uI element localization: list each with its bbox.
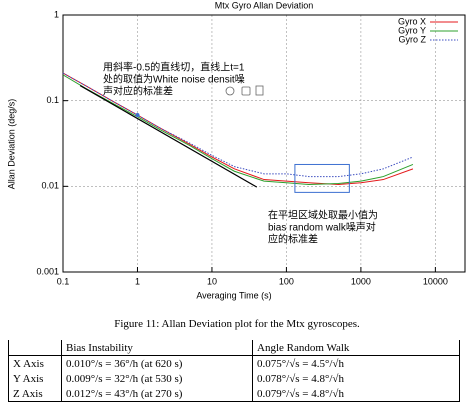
cell: Y Axis bbox=[8, 371, 62, 386]
annotation: 处的取值为White noise densit噪 bbox=[103, 73, 245, 86]
chart: Mtx Gyro Allan Deviation Averaging Time … bbox=[6, 0, 466, 300]
annotation: 用斜率-0.5的直线切，直线上t=1 bbox=[103, 61, 245, 74]
legend-label: Gyro Y bbox=[398, 25, 426, 35]
y-tick-label: 0.001 bbox=[36, 266, 59, 276]
plot-frame bbox=[62, 14, 466, 273]
legend-label: Gyro X bbox=[398, 16, 426, 26]
results-table: Bias Instability Angle Random Walk X Axi… bbox=[8, 340, 460, 402]
y-axis-label: Allan Deviation (deg/s) bbox=[6, 99, 16, 190]
y-tick-label: 1 bbox=[54, 9, 59, 19]
legend-label: Gyro Z bbox=[398, 34, 426, 44]
highlight-box bbox=[294, 163, 350, 193]
table-header: Bias Instability Angle Random Walk bbox=[8, 340, 460, 356]
figure-caption: Figure 11: Allan Deviation plot for the … bbox=[114, 318, 360, 330]
x-tick-label: 0.1 bbox=[57, 276, 70, 286]
annotation: 应的标准差 bbox=[268, 233, 318, 246]
cell: 0.075°/√s = 4.5°/√h bbox=[252, 355, 460, 371]
chart-title: Mtx Gyro Allan Deviation bbox=[215, 0, 314, 10]
x-tick-label: 10000 bbox=[423, 276, 448, 286]
annotation: bias random walk噪声对 bbox=[268, 221, 376, 234]
y-tick-label: 0.1 bbox=[46, 95, 59, 105]
x-tick-label: 1000 bbox=[351, 276, 371, 286]
series-line bbox=[62, 72, 414, 186]
x-tick-label: 1 bbox=[135, 276, 140, 286]
header-cell: Angle Random Walk bbox=[252, 340, 460, 356]
cell: Z Axis bbox=[8, 386, 62, 402]
table-row: Y Axis 0.009°/s = 32°/h (at 530 s) 0.078°/… bbox=[8, 371, 460, 386]
x-axis-label: Averaging Time (s) bbox=[196, 290, 271, 300]
annotation: 在平坦区域处取最小值为 bbox=[268, 209, 378, 222]
x-tick-label: 100 bbox=[279, 276, 294, 286]
reference-point bbox=[135, 113, 140, 118]
table-row: X Axis 0.010°/s = 36°/h (at 620 s) 0.075°/… bbox=[8, 355, 460, 371]
header-cell bbox=[8, 340, 62, 356]
comment-icons bbox=[225, 85, 264, 96]
series-line bbox=[62, 74, 414, 186]
cell: 0.009°/s = 32°/h (at 530 s) bbox=[61, 371, 253, 386]
annotation: 声对应的标准差 bbox=[103, 85, 173, 98]
cell: 0.079°/√s = 4.8°/√h bbox=[252, 386, 460, 402]
y-tick-label: 0.01 bbox=[41, 181, 59, 191]
cell: 0.078°/√s = 4.8°/√h bbox=[252, 371, 460, 386]
cell: 0.012°/s = 43°/h (at 270 s) bbox=[61, 386, 253, 402]
cell: X Axis bbox=[8, 355, 62, 371]
table-row: Z Axis 0.012°/s = 43°/h (at 270 s) 0.079°/… bbox=[8, 386, 460, 402]
reference-line bbox=[79, 85, 258, 188]
cell: 0.010°/s = 36°/h (at 620 s) bbox=[61, 355, 253, 371]
series-line bbox=[62, 72, 414, 178]
x-tick-label: 10 bbox=[207, 276, 217, 286]
header-cell: Bias Instability bbox=[61, 340, 253, 356]
